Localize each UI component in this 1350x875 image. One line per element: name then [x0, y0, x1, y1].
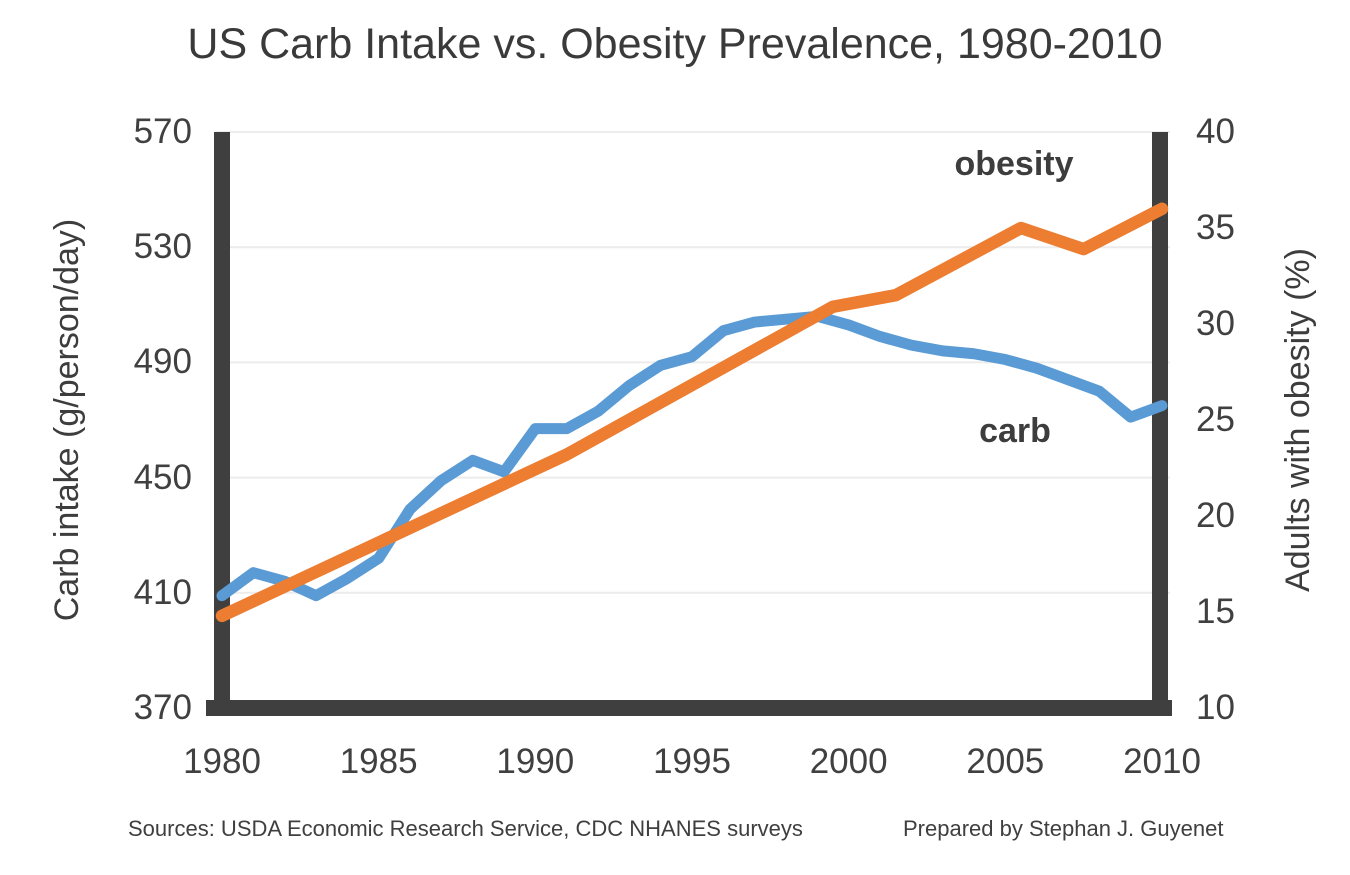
series-line-carb	[216, 310, 1168, 602]
series-label-obesity: obesity	[954, 145, 1074, 183]
y-left-axis-bar	[214, 132, 230, 716]
y-left-tick-label: 490	[133, 342, 192, 382]
series-label-carb: carb	[979, 412, 1051, 450]
series-line-obesity	[215, 202, 1169, 623]
y-right-tick-label: 40	[1196, 112, 1235, 151]
x-tick-label: 1985	[339, 742, 418, 781]
y-left-tick-label: 530	[133, 227, 192, 267]
footer-credit: Prepared by Stephan J. Guyenet	[903, 816, 1224, 841]
y-right-tick-label: 35	[1196, 208, 1235, 247]
y-left-tick-label: 570	[133, 112, 192, 151]
x-tick-label: 1990	[496, 742, 575, 781]
x-axis-bar	[206, 700, 1172, 716]
y-right-axis-bar	[1152, 132, 1168, 716]
x-tick-label: 1980	[183, 742, 261, 781]
x-tick-label: 2000	[809, 742, 888, 781]
x-tick-label: 2005	[966, 742, 1045, 781]
chart-title: US Carb Intake vs. Obesity Prevalence, 1…	[187, 20, 1163, 68]
x-tick-label: 2010	[1123, 742, 1201, 781]
y-left-tick-label: 410	[133, 572, 192, 612]
footer-sources: Sources: USDA Economic Research Service,…	[128, 816, 803, 841]
y-left-tick-label: 370	[133, 688, 192, 727]
x-tick-label: 1995	[653, 742, 731, 781]
y-right-tick-label: 25	[1196, 400, 1235, 439]
y-left-tick-label: 450	[133, 457, 192, 497]
y-right-tick-label: 30	[1196, 304, 1235, 343]
y-right-tick-label: 20	[1196, 496, 1235, 535]
y-right-tick-label: 15	[1196, 592, 1235, 631]
y-right-tick-label: 10	[1196, 688, 1235, 727]
